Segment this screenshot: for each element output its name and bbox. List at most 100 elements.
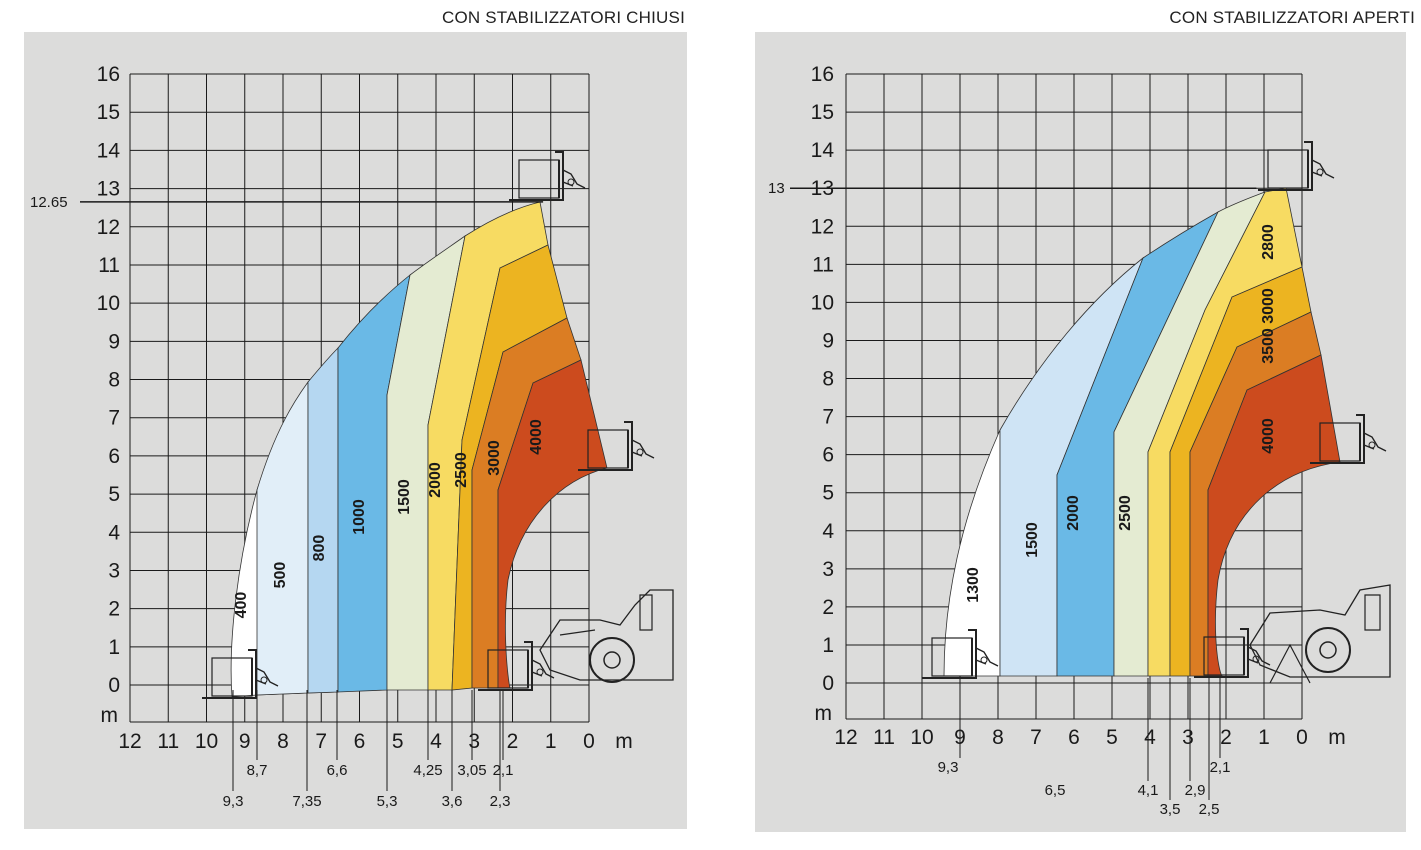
zone-label-1300: 1300 bbox=[965, 567, 982, 603]
left-chart-title: CON STABILIZZATORI CHIUSI bbox=[441, 8, 685, 27]
y-tick-label: 11 bbox=[812, 253, 834, 276]
fork-tine bbox=[578, 421, 633, 471]
y-axis-unit-label: m bbox=[101, 704, 119, 727]
zone-label-1000: 1000 bbox=[351, 499, 368, 535]
vehicle-body bbox=[539, 589, 674, 681]
fork-pivot bbox=[536, 668, 544, 676]
y-tick-label: 2 bbox=[108, 598, 120, 621]
vehicle-body bbox=[1249, 584, 1391, 678]
fork-pivot bbox=[980, 656, 988, 664]
y-tick-label: 6 bbox=[108, 445, 120, 468]
zone-label-3000: 3000 bbox=[1260, 288, 1277, 324]
zone-label-2000: 2000 bbox=[1065, 495, 1082, 531]
x-tick-label: 10 bbox=[195, 730, 218, 753]
right-load-zones bbox=[943, 187, 1341, 677]
load-zone-4000 bbox=[497, 359, 608, 689]
x-tick-label: 1 bbox=[1258, 726, 1270, 749]
fork-tine bbox=[478, 641, 533, 691]
left-icons bbox=[202, 151, 674, 699]
zone-label-4000: 4000 bbox=[1260, 418, 1277, 454]
x-tick-label: 7 bbox=[1030, 726, 1042, 749]
y-tick-label: 4 bbox=[108, 521, 120, 544]
y-tick-label: 5 bbox=[108, 483, 120, 506]
x-tick-label: 6 bbox=[1068, 726, 1080, 749]
max-height-label: 13 bbox=[768, 180, 785, 197]
zone-label-800: 800 bbox=[311, 535, 328, 562]
vehicle-hub bbox=[603, 651, 621, 669]
forklift-fork-icon bbox=[1258, 141, 1335, 191]
right-chart-title: CON STABILIZZATORI APERTI bbox=[1169, 8, 1415, 27]
reach-label: 9,3 bbox=[223, 793, 244, 810]
y-tick-label: 13 bbox=[97, 178, 120, 201]
y-axis-unit-label: m bbox=[815, 702, 833, 725]
y-tick-label: 2 bbox=[822, 596, 834, 619]
fork-pivot bbox=[636, 448, 644, 456]
x-tick-label: 5 bbox=[1106, 726, 1118, 749]
y-tick-label: 0 bbox=[108, 674, 120, 697]
zone-label-2500: 2500 bbox=[1117, 495, 1134, 531]
x-axis-unit-label: m bbox=[1328, 726, 1346, 749]
y-tick-label: 4 bbox=[822, 520, 834, 543]
reach-label: 7,35 bbox=[292, 793, 321, 810]
zone-label-2000: 2000 bbox=[427, 462, 444, 498]
x-tick-label: 10 bbox=[910, 726, 933, 749]
y-tick-label: 3 bbox=[108, 559, 120, 582]
zone-label-4000: 4000 bbox=[528, 419, 545, 455]
reach-label: 2,9 bbox=[1185, 782, 1206, 799]
reach-label: 6,6 bbox=[327, 762, 348, 779]
x-tick-label: 9 bbox=[239, 730, 251, 753]
y-tick-label: 7 bbox=[822, 406, 834, 429]
x-tick-label: 8 bbox=[992, 726, 1004, 749]
zone-label-2500: 2500 bbox=[453, 452, 470, 488]
fork-tine bbox=[202, 649, 257, 699]
x-tick-label: 3 bbox=[1182, 726, 1194, 749]
forklift-fork-icon bbox=[478, 641, 555, 691]
x-tick-label: 3 bbox=[468, 730, 480, 753]
reach-label: 4,1 bbox=[1138, 782, 1159, 799]
y-tick-label: 1 bbox=[822, 634, 834, 657]
load-zone-1300 bbox=[943, 429, 1001, 677]
y-tick-label: 7 bbox=[108, 407, 120, 430]
load-zone-2000 bbox=[1056, 211, 1219, 677]
y-tick-label: 6 bbox=[822, 444, 834, 467]
zone-label-400: 400 bbox=[233, 592, 250, 619]
forklift-fork-icon bbox=[922, 629, 999, 679]
y-tick-label: 10 bbox=[97, 292, 120, 315]
right-reach-annotations: 9,3 6,5 4,13,52,9 2,5 2,1 bbox=[938, 678, 1230, 818]
y-tick-label: 15 bbox=[811, 101, 834, 124]
y-tick-label: 12 bbox=[97, 216, 120, 239]
vehicle-stabilizer bbox=[1269, 594, 1381, 684]
fork-pivot bbox=[567, 178, 575, 186]
forklift-fork-icon bbox=[509, 151, 586, 201]
fork-tine bbox=[1258, 141, 1313, 191]
reach-label: 4,25 bbox=[413, 762, 442, 779]
y-tick-label: 10 bbox=[811, 291, 834, 314]
reach-label: 5,3 bbox=[377, 793, 398, 810]
forklift-fork-icon bbox=[202, 649, 279, 699]
vehicle-cab bbox=[559, 594, 653, 636]
x-tick-label: 4 bbox=[430, 730, 442, 753]
reach-label: 2,5 bbox=[1199, 801, 1220, 818]
y-tick-label: 9 bbox=[108, 330, 120, 353]
y-tick-label: 8 bbox=[108, 369, 120, 392]
fork-tine bbox=[1194, 628, 1249, 678]
y-tick-label: 0 bbox=[822, 672, 834, 695]
reach-label: 9,3 bbox=[938, 759, 959, 776]
y-tick-label: 14 bbox=[97, 139, 121, 162]
y-tick-label: 12 bbox=[811, 215, 834, 238]
x-tick-label: 2 bbox=[1220, 726, 1232, 749]
right-zone-labels: 1300 1500 2000 2500 2800 3000 3500 4000 bbox=[965, 224, 1277, 603]
fork-tine bbox=[509, 151, 564, 201]
vehicle-wheel bbox=[589, 637, 635, 683]
forklift-fork-icon bbox=[1194, 628, 1271, 678]
vehicle-hub bbox=[1319, 641, 1337, 659]
y-tick-label: 3 bbox=[822, 558, 834, 581]
y-tick-label: 15 bbox=[97, 101, 120, 124]
fork-tine bbox=[922, 629, 977, 679]
zone-label-500: 500 bbox=[272, 562, 289, 589]
x-tick-label: 12 bbox=[118, 730, 141, 753]
